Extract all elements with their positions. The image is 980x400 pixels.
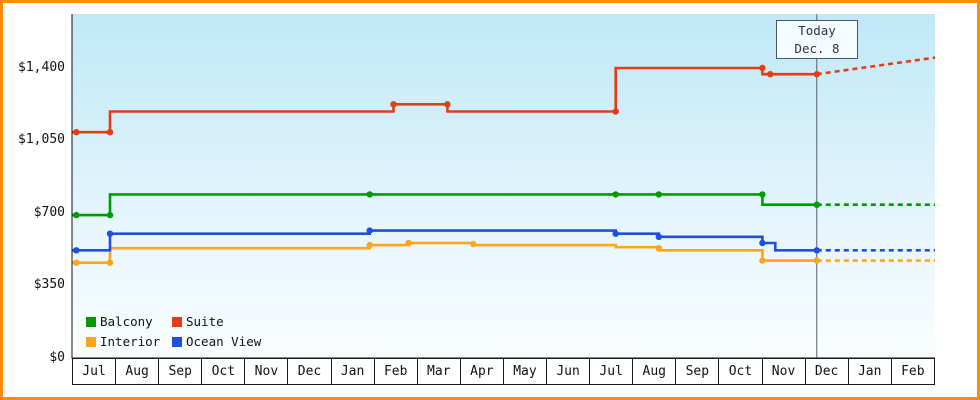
today-annotation-date: Dec. 8 — [794, 41, 840, 56]
today-annotation: Today Dec. 8 — [776, 20, 858, 59]
data-point-interior — [366, 241, 373, 249]
month-cell: Mar — [416, 358, 461, 385]
data-point-ocean-view — [813, 247, 820, 254]
data-point-interior — [759, 257, 766, 264]
month-cell: Feb — [890, 358, 935, 385]
data-point-interior — [405, 239, 412, 247]
data-point-ocean-view — [106, 230, 114, 237]
month-cell: Aug — [632, 358, 677, 385]
balcony-color-swatch — [86, 316, 96, 327]
today-annotation-title: Today — [798, 23, 836, 38]
series-line-ocean-view — [72, 229, 817, 252]
legend-item-interior: Interior — [86, 333, 172, 350]
data-point-suite — [390, 101, 397, 108]
data-point-interior — [73, 259, 80, 266]
series-line-balcony — [72, 193, 817, 217]
legend-label-ocean-view: Ocean View — [186, 334, 262, 349]
data-point-balcony — [813, 201, 820, 208]
legend-item-ocean-view: Ocean View — [172, 333, 261, 350]
month-cell: Oct — [201, 358, 246, 385]
month-cell: Nov — [761, 358, 806, 385]
legend: Balcony Suite Interior Ocean View — [86, 313, 261, 350]
data-point-interior — [655, 245, 662, 252]
month-cell: Sep — [158, 358, 203, 385]
legend-label-balcony: Balcony — [100, 314, 153, 329]
month-cell: Apr — [459, 358, 504, 385]
legend-item-balcony: Balcony — [86, 313, 172, 330]
month-cell: Jul — [589, 358, 634, 385]
month-cell: Dec — [804, 358, 849, 385]
data-point-ocean-view — [655, 233, 662, 240]
month-cell: Jun — [546, 358, 591, 385]
interior-color-swatch — [86, 336, 96, 347]
data-point-suite — [444, 101, 451, 108]
data-point-suite — [759, 64, 766, 72]
legend-label-interior: Interior — [100, 334, 161, 349]
month-cell: May — [502, 358, 548, 385]
data-point-interior — [813, 257, 820, 264]
x-axis-month-row: Jul Aug Sep Oct Nov Dec Jan Feb Mar Apr … — [72, 358, 935, 385]
data-point-balcony — [655, 191, 662, 198]
data-point-ocean-view — [759, 239, 766, 247]
series-forecast-suite — [816, 56, 936, 76]
data-point-suite — [813, 71, 820, 78]
data-point-balcony — [612, 191, 619, 198]
data-point-balcony — [759, 191, 766, 198]
month-cell: Aug — [115, 358, 160, 385]
month-cell: Nov — [244, 358, 289, 385]
data-point-suite — [767, 71, 774, 78]
suite-color-swatch — [172, 316, 182, 327]
data-point-suite — [106, 129, 114, 136]
data-point-interior — [470, 240, 477, 248]
ocean-view-color-swatch — [172, 336, 182, 347]
data-point-balcony — [106, 211, 114, 219]
month-cell: Jan — [847, 358, 892, 385]
month-cell: Sep — [675, 358, 720, 385]
month-cell: Jul — [72, 358, 117, 385]
data-point-suite — [73, 129, 80, 136]
data-point-balcony — [73, 211, 80, 219]
series-layer — [72, 56, 936, 266]
month-cell: Feb — [373, 358, 418, 385]
data-point-ocean-view — [366, 227, 373, 234]
data-point-ocean-view — [612, 230, 619, 237]
month-cell: Dec — [287, 358, 332, 385]
data-point-ocean-view — [73, 247, 80, 254]
y-axis-label: $1,400 — [18, 60, 65, 75]
y-axis-label: $350 — [33, 277, 65, 292]
legend-label-suite: Suite — [186, 314, 224, 329]
plot-area[interactable] — [72, 14, 935, 358]
month-cell: Oct — [718, 358, 763, 385]
data-point-interior — [106, 259, 114, 266]
legend-item-suite: Suite — [172, 313, 261, 330]
month-cell: Jan — [330, 358, 375, 385]
y-axis-label: $1,050 — [18, 132, 65, 147]
y-axis-label: $0 — [49, 350, 65, 365]
y-axis-label: $700 — [33, 205, 65, 220]
data-point-balcony — [366, 191, 373, 198]
data-point-suite — [612, 108, 619, 115]
